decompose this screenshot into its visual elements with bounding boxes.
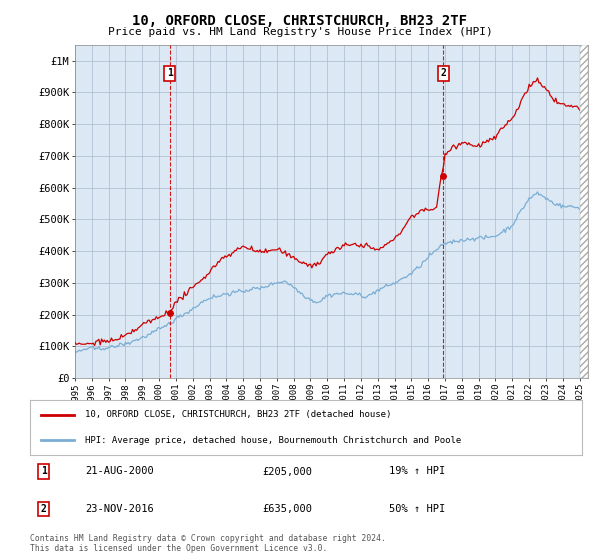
Text: HPI: Average price, detached house, Bournemouth Christchurch and Poole: HPI: Average price, detached house, Bour… xyxy=(85,436,461,445)
Text: £205,000: £205,000 xyxy=(262,466,312,477)
Text: 23-NOV-2016: 23-NOV-2016 xyxy=(85,504,154,514)
Text: 2: 2 xyxy=(440,68,446,78)
Text: Price paid vs. HM Land Registry's House Price Index (HPI): Price paid vs. HM Land Registry's House … xyxy=(107,27,493,37)
Text: £635,000: £635,000 xyxy=(262,504,312,514)
Text: 50% ↑ HPI: 50% ↑ HPI xyxy=(389,504,445,514)
Text: 10, ORFORD CLOSE, CHRISTCHURCH, BH23 2TF: 10, ORFORD CLOSE, CHRISTCHURCH, BH23 2TF xyxy=(133,14,467,28)
Text: 19% ↑ HPI: 19% ↑ HPI xyxy=(389,466,445,477)
Bar xyxy=(580,45,588,378)
Text: 1: 1 xyxy=(167,68,173,78)
Text: Contains HM Land Registry data © Crown copyright and database right 2024.
This d: Contains HM Land Registry data © Crown c… xyxy=(30,534,386,553)
Text: 1: 1 xyxy=(41,466,47,477)
Text: 2: 2 xyxy=(41,504,47,514)
Text: 10, ORFORD CLOSE, CHRISTCHURCH, BH23 2TF (detached house): 10, ORFORD CLOSE, CHRISTCHURCH, BH23 2TF… xyxy=(85,410,392,419)
Text: 21-AUG-2000: 21-AUG-2000 xyxy=(85,466,154,477)
